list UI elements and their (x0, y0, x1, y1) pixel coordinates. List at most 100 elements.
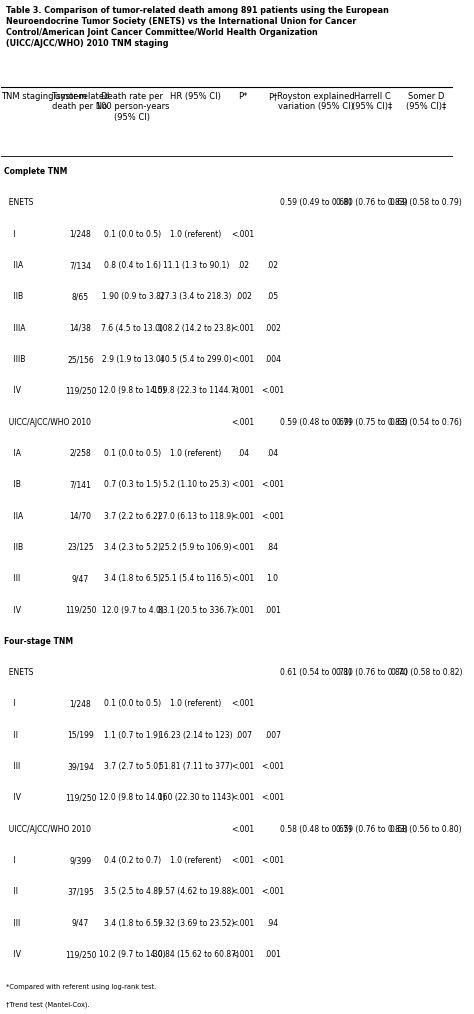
Text: .02: .02 (237, 261, 249, 270)
Text: <.001: <.001 (232, 763, 255, 771)
Text: .002: .002 (235, 292, 252, 301)
Text: 119/250: 119/250 (65, 605, 96, 614)
Text: <.001: <.001 (261, 481, 284, 490)
Text: 0.7 (0.3 to 1.5): 0.7 (0.3 to 1.5) (104, 481, 161, 490)
Text: 9.57 (4.62 to 19.88): 9.57 (4.62 to 19.88) (158, 887, 234, 896)
Text: IIIA: IIIA (4, 323, 25, 333)
Text: <.001: <.001 (232, 512, 255, 520)
Text: 27.0 (6.13 to 118.9): 27.0 (6.13 to 118.9) (158, 512, 234, 520)
Text: 0.65 (0.54 to 0.76): 0.65 (0.54 to 0.76) (391, 418, 462, 427)
Text: Royston explained
variation (95% CI): Royston explained variation (95% CI) (277, 92, 355, 112)
Text: <.001: <.001 (232, 700, 255, 709)
Text: <.001: <.001 (232, 950, 255, 959)
Text: 27.3 (3.4 to 218.3): 27.3 (3.4 to 218.3) (160, 292, 231, 301)
Text: <.001: <.001 (232, 856, 255, 865)
Text: 0.1 (0.0 to 0.5): 0.1 (0.0 to 0.5) (104, 700, 161, 709)
Text: 1/248: 1/248 (70, 230, 91, 238)
Text: IIA: IIA (4, 261, 23, 270)
Text: IIA: IIA (4, 512, 23, 520)
Text: .05: .05 (266, 292, 279, 301)
Text: <.001: <.001 (261, 887, 284, 896)
Text: 1.90 (0.9 to 3.8): 1.90 (0.9 to 3.8) (101, 292, 164, 301)
Text: 25/156: 25/156 (67, 355, 94, 364)
Text: 7/141: 7/141 (70, 481, 91, 490)
Text: 9/47: 9/47 (72, 919, 89, 928)
Text: 9/47: 9/47 (72, 574, 89, 583)
Text: <.001: <.001 (232, 574, 255, 583)
Text: 0.61 (0.54 to 0.71): 0.61 (0.54 to 0.71) (280, 668, 351, 677)
Text: 12.0 (9.8 to 14.0): 12.0 (9.8 to 14.0) (99, 386, 166, 395)
Text: 0.8 (0.4 to 1.6): 0.8 (0.4 to 1.6) (104, 261, 161, 270)
Text: 0.1 (0.0 to 0.5): 0.1 (0.0 to 0.5) (104, 449, 161, 458)
Text: 15/199: 15/199 (67, 731, 94, 740)
Text: <.001: <.001 (261, 856, 284, 865)
Text: .94: .94 (266, 919, 279, 928)
Text: .002: .002 (264, 323, 281, 333)
Text: <.001: <.001 (232, 323, 255, 333)
Text: .007: .007 (264, 731, 281, 740)
Text: Somer D
(95% CI)‡: Somer D (95% CI)‡ (406, 92, 447, 112)
Text: IIB: IIB (4, 542, 23, 552)
Text: 3.4 (1.8 to 6.5): 3.4 (1.8 to 6.5) (104, 574, 161, 583)
Text: 25.2 (5.9 to 106.9): 25.2 (5.9 to 106.9) (160, 542, 231, 552)
Text: IIB: IIB (4, 292, 23, 301)
Text: Tumor-related
death per No.: Tumor-related death per No. (51, 92, 109, 112)
Text: 1.0 (referent): 1.0 (referent) (170, 449, 221, 458)
Text: II: II (4, 887, 18, 896)
Text: 40.5 (5.4 to 299.0): 40.5 (5.4 to 299.0) (160, 355, 232, 364)
Text: IV: IV (4, 793, 21, 802)
Text: I: I (4, 700, 15, 709)
Text: 10.2 (9.7 to 14.0): 10.2 (9.7 to 14.0) (99, 950, 166, 959)
Text: 119/250: 119/250 (65, 950, 96, 959)
Text: 39/194: 39/194 (67, 763, 94, 771)
Text: III: III (4, 574, 20, 583)
Text: <.001: <.001 (232, 481, 255, 490)
Text: 119/250: 119/250 (65, 386, 96, 395)
Text: <.001: <.001 (232, 919, 255, 928)
Text: 5.2 (1.10 to 25.3): 5.2 (1.10 to 25.3) (163, 481, 229, 490)
Text: P†: P† (268, 92, 277, 100)
Text: 3.4 (1.8 to 6.5): 3.4 (1.8 to 6.5) (104, 919, 161, 928)
Text: 0.69 (0.58 to 0.79): 0.69 (0.58 to 0.79) (391, 199, 462, 208)
Text: 14/38: 14/38 (70, 323, 91, 333)
Text: <.001: <.001 (232, 824, 255, 834)
Text: 0.79 (0.76 to 0.83): 0.79 (0.76 to 0.83) (336, 824, 408, 834)
Text: 8/65: 8/65 (72, 292, 89, 301)
Text: 0.79 (0.75 to 0.83): 0.79 (0.75 to 0.83) (336, 418, 408, 427)
Text: I: I (4, 856, 15, 865)
Text: Death rate per
100 person-years
(95% CI): Death rate per 100 person-years (95% CI) (96, 92, 169, 122)
Text: 37/195: 37/195 (67, 887, 94, 896)
Text: III: III (4, 919, 20, 928)
Text: 12.0 (9.7 to 4.0): 12.0 (9.7 to 4.0) (101, 605, 164, 614)
Text: 9.32 (3.69 to 23.52): 9.32 (3.69 to 23.52) (157, 919, 234, 928)
Text: Four-stage TNM: Four-stage TNM (4, 637, 73, 646)
Text: 0.59 (0.48 to 0.69): 0.59 (0.48 to 0.69) (280, 418, 351, 427)
Text: IV: IV (4, 950, 21, 959)
Text: 3.4 (2.3 to 5.2): 3.4 (2.3 to 5.2) (104, 542, 161, 552)
Text: 0.1 (0.0 to 0.5): 0.1 (0.0 to 0.5) (104, 230, 161, 238)
Text: .04: .04 (266, 449, 279, 458)
Text: ENETS: ENETS (4, 199, 33, 208)
Text: Harrell C
(95% CI)‡: Harrell C (95% CI)‡ (352, 92, 392, 112)
Text: 3.7 (2.2 to 6.2): 3.7 (2.2 to 6.2) (104, 512, 161, 520)
Text: III: III (4, 763, 20, 771)
Text: *Compared with referent using log-rank test.: *Compared with referent using log-rank t… (6, 984, 156, 990)
Text: 108.2 (14.2 to 23.8): 108.2 (14.2 to 23.8) (158, 323, 234, 333)
Text: 3.7 (2.7 to 5.0): 3.7 (2.7 to 5.0) (104, 763, 161, 771)
Text: 1.0 (referent): 1.0 (referent) (170, 230, 221, 238)
Text: 7.6 (4.5 to 13.0): 7.6 (4.5 to 13.0) (101, 323, 164, 333)
Text: 0.59 (0.49 to 0.68): 0.59 (0.49 to 0.68) (280, 199, 351, 208)
Text: TNM staging system: TNM staging system (1, 92, 87, 100)
Text: .84: .84 (266, 542, 279, 552)
Text: 1.0 (referent): 1.0 (referent) (170, 856, 221, 865)
Text: 11.1 (1.3 to 90.1): 11.1 (1.3 to 90.1) (163, 261, 229, 270)
Text: <.001: <.001 (261, 386, 284, 395)
Text: 0.70 (0.58 to 0.82): 0.70 (0.58 to 0.82) (391, 668, 462, 677)
Text: 1/248: 1/248 (70, 700, 91, 709)
Text: UICC/AJCC/WHO 2010: UICC/AJCC/WHO 2010 (4, 418, 91, 427)
Text: IV: IV (4, 386, 21, 395)
Text: 0.80 (0.76 to 0.83): 0.80 (0.76 to 0.83) (336, 199, 408, 208)
Text: 1.0 (referent): 1.0 (referent) (170, 700, 221, 709)
Text: 3.5 (2.5 to 4.8): 3.5 (2.5 to 4.8) (104, 887, 161, 896)
Text: 23/125: 23/125 (67, 542, 94, 552)
